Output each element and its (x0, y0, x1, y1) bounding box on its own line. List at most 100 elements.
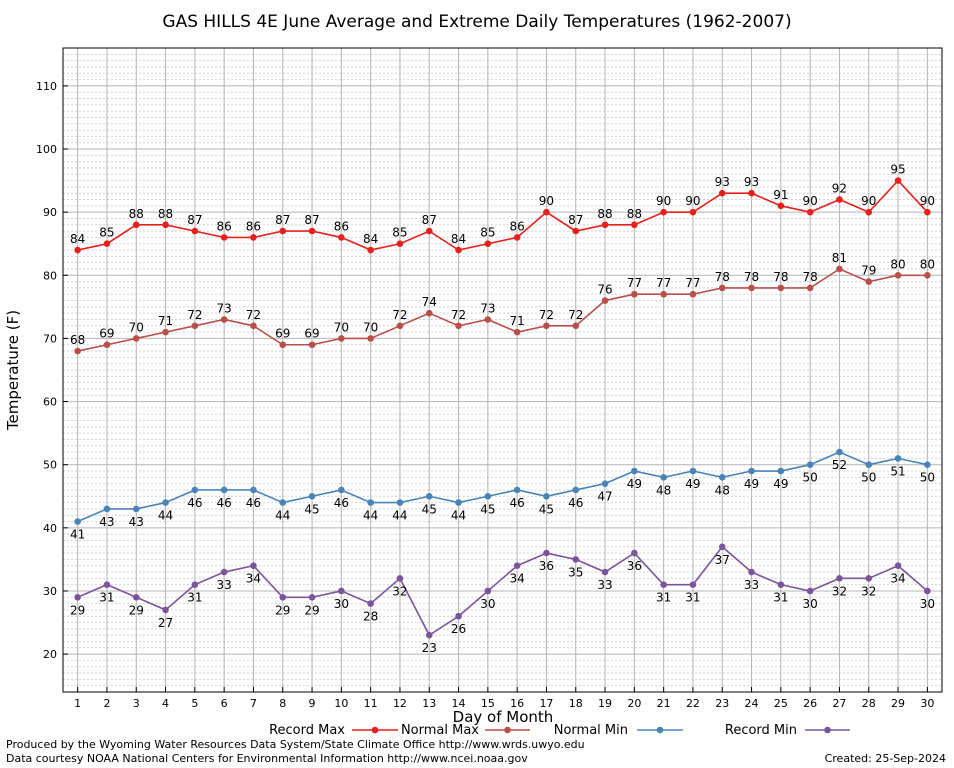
data-label-normal-min: 46 (510, 496, 525, 510)
point-normal-max (543, 322, 550, 330)
point-normal-max (572, 322, 580, 330)
data-label-normal-min: 49 (627, 477, 642, 491)
point-normal-max (367, 335, 374, 342)
data-label-record-min: 30 (920, 597, 935, 611)
data-label-record-max: 88 (129, 207, 144, 221)
data-label-normal-max: 77 (685, 276, 700, 290)
point-record-min (836, 575, 843, 582)
x-tick-label: 2 (103, 697, 110, 710)
point-record-max (513, 234, 521, 241)
data-label-normal-max: 76 (597, 283, 612, 297)
data-label-record-min: 33 (217, 578, 232, 592)
data-label-record-max: 90 (920, 194, 935, 208)
point-record-min (748, 568, 755, 576)
point-record-min (425, 631, 433, 639)
footer-courtesy: Data courtesy NOAA National Centers for … (6, 752, 528, 765)
data-label-record-min: 31 (685, 591, 700, 605)
point-record-max (806, 208, 814, 216)
x-tick-label: 16 (510, 697, 524, 710)
data-label-normal-max: 72 (539, 308, 554, 322)
point-record-min (250, 562, 257, 570)
point-normal-min (191, 486, 199, 494)
data-label-record-min: 30 (480, 597, 495, 611)
point-normal-max (191, 322, 199, 330)
x-tick-label: 27 (832, 697, 846, 710)
data-label-record-max: 87 (275, 213, 290, 227)
data-label-record-max: 88 (158, 207, 173, 221)
data-label-record-min: 37 (715, 553, 730, 567)
x-tick-label: 21 (657, 697, 671, 710)
x-tick-label: 24 (745, 697, 759, 710)
point-record-min (865, 575, 873, 582)
series-line-record-min (77, 545, 928, 637)
data-label-record-min: 34 (890, 572, 905, 586)
data-label-record-max: 84 (363, 232, 378, 246)
x-tick-label: 4 (162, 697, 169, 710)
data-label-normal-min: 45 (480, 502, 495, 516)
point-normal-max (748, 284, 755, 292)
point-normal-max (865, 278, 873, 285)
point-normal-max (220, 316, 228, 323)
point-record-max (660, 208, 667, 216)
point-normal-min (484, 492, 492, 500)
data-label-normal-max: 72 (246, 308, 261, 322)
point-normal-max (103, 341, 111, 349)
point-record-max (689, 208, 697, 216)
point-record-min (191, 581, 199, 588)
chart-title: GAS HILLS 4E June Average and Extreme Da… (162, 12, 791, 32)
y-tick-label: 20 (43, 648, 57, 661)
point-normal-max (631, 290, 638, 298)
data-label-record-min: 36 (539, 559, 554, 573)
data-label-normal-min: 46 (217, 496, 232, 510)
point-normal-max (484, 316, 492, 323)
y-tick-label: 70 (43, 332, 57, 345)
data-label-normal-max: 78 (773, 270, 788, 284)
x-tick-label: 19 (598, 697, 612, 710)
point-record-max (425, 227, 433, 235)
point-normal-min (748, 467, 755, 475)
x-tick-label: 25 (774, 697, 788, 710)
data-label-normal-min: 50 (920, 471, 935, 485)
legend: Record Max Normal Max Normal Min Record Min (269, 723, 850, 738)
data-label-record-max: 84 (451, 232, 466, 246)
data-label-normal-min: 51 (890, 464, 905, 478)
point-normal-max (74, 347, 81, 355)
legend-label-record-min: Record Min (725, 723, 797, 738)
point-normal-min (631, 467, 638, 475)
point-record-max (572, 227, 580, 235)
point-normal-max (132, 335, 140, 342)
point-normal-max (601, 297, 609, 304)
data-label-normal-min: 46 (187, 496, 202, 510)
data-label-normal-min: 45 (304, 502, 319, 516)
x-tick-label: 30 (920, 697, 934, 710)
data-label-normal-max: 78 (744, 270, 759, 284)
data-label-normal-max: 70 (363, 320, 378, 334)
data-label-record-max: 85 (99, 226, 114, 240)
point-normal-max (279, 341, 287, 349)
point-record-min (543, 549, 550, 557)
data-label-record-min: 32 (861, 584, 876, 598)
footer-producer: Produced by the Wyoming Water Resources … (6, 738, 585, 751)
point-record-max (396, 240, 404, 248)
data-label-normal-min: 44 (158, 509, 173, 523)
data-label-normal-max: 72 (568, 308, 583, 322)
footer-created: Created: 25-Sep-2024 (824, 752, 946, 765)
point-normal-min (894, 455, 902, 462)
data-label-record-max: 91 (773, 188, 788, 202)
plot-frame (62, 47, 943, 693)
data-label-record-min: 31 (99, 591, 114, 605)
point-record-min (601, 568, 609, 576)
data-label-normal-min: 45 (539, 502, 554, 516)
data-label-record-min: 29 (70, 603, 85, 617)
point-normal-min (543, 492, 550, 500)
data-label-normal-max: 74 (422, 295, 437, 309)
point-record-min (367, 600, 374, 607)
data-label-record-max: 93 (744, 175, 759, 189)
point-record-min (484, 587, 492, 595)
data-label-normal-min: 48 (715, 483, 730, 497)
data-label-normal-min: 44 (392, 509, 407, 523)
x-tick-label: 7 (250, 697, 257, 710)
point-record-min (777, 581, 785, 588)
